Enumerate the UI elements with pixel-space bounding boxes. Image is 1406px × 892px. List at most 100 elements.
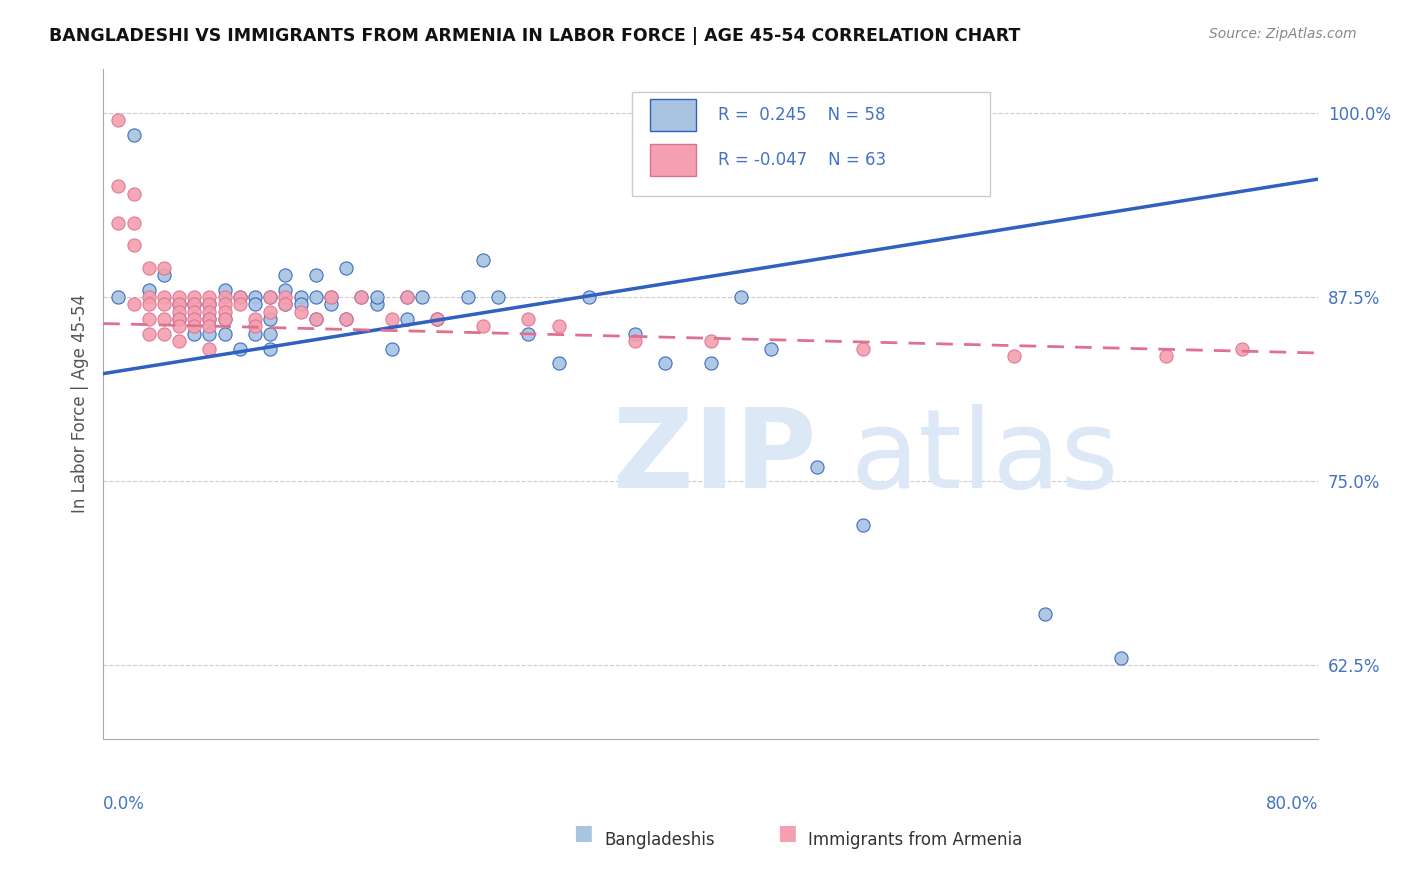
Point: [167, 304, 190, 318]
Point: [730, 290, 752, 304]
Point: [426, 312, 449, 326]
Bar: [650, 144, 696, 176]
Point: [1004, 349, 1026, 363]
Point: [167, 312, 190, 326]
Text: 0.0%: 0.0%: [103, 795, 145, 814]
Point: [471, 253, 494, 268]
Point: [122, 297, 145, 311]
Point: [183, 297, 205, 311]
Point: [1232, 342, 1254, 356]
Point: [335, 312, 357, 326]
Point: [623, 326, 645, 341]
Point: [274, 268, 297, 282]
Point: [335, 260, 357, 275]
Point: [1033, 607, 1056, 621]
Point: [259, 326, 281, 341]
Bar: [650, 99, 696, 131]
Point: [153, 326, 176, 341]
Point: [305, 268, 328, 282]
Point: [335, 312, 357, 326]
Point: [290, 290, 312, 304]
Text: atlas: atlas: [851, 404, 1119, 511]
Point: [381, 342, 404, 356]
Point: [183, 312, 205, 326]
Point: [167, 297, 190, 311]
Point: [138, 260, 160, 275]
Point: [457, 290, 479, 304]
Point: [214, 290, 236, 304]
Y-axis label: In Labor Force | Age 45-54: In Labor Force | Age 45-54: [72, 294, 89, 514]
Point: [350, 290, 373, 304]
Point: [1109, 651, 1132, 665]
Point: [319, 297, 342, 311]
Point: [305, 312, 328, 326]
Point: [319, 290, 342, 304]
Point: [274, 297, 297, 311]
Text: R =  0.245    N = 58: R = 0.245 N = 58: [718, 106, 886, 124]
Point: [198, 304, 221, 318]
Point: [198, 312, 221, 326]
Point: [214, 304, 236, 318]
Point: [426, 312, 449, 326]
Point: [167, 334, 190, 349]
Point: [214, 297, 236, 311]
Point: [138, 290, 160, 304]
Point: [229, 290, 252, 304]
Point: [198, 326, 221, 341]
Point: [305, 312, 328, 326]
Point: [214, 312, 236, 326]
Text: BANGLADESHI VS IMMIGRANTS FROM ARMENIA IN LABOR FORCE | AGE 45-54 CORRELATION CH: BANGLADESHI VS IMMIGRANTS FROM ARMENIA I…: [49, 27, 1021, 45]
Point: [243, 297, 266, 311]
Point: [167, 312, 190, 326]
Point: [153, 297, 176, 311]
Point: [183, 326, 205, 341]
Text: Immigrants from Armenia: Immigrants from Armenia: [808, 831, 1022, 849]
Point: [1156, 349, 1178, 363]
Point: [107, 113, 129, 128]
Point: [243, 290, 266, 304]
Point: [229, 342, 252, 356]
Point: [107, 179, 129, 194]
Point: [122, 238, 145, 252]
Point: [138, 312, 160, 326]
Point: [699, 334, 721, 349]
Point: [654, 356, 676, 370]
Point: [852, 518, 875, 533]
Point: [198, 297, 221, 311]
Point: [153, 312, 176, 326]
Point: [138, 297, 160, 311]
Text: ■: ■: [778, 823, 797, 843]
Point: [547, 319, 569, 334]
Text: 80.0%: 80.0%: [1265, 795, 1319, 814]
Point: [699, 356, 721, 370]
Point: [290, 297, 312, 311]
Point: [305, 290, 328, 304]
Point: [259, 290, 281, 304]
Point: [366, 297, 388, 311]
Point: [243, 326, 266, 341]
Point: [243, 312, 266, 326]
Point: [122, 128, 145, 142]
Point: [198, 319, 221, 334]
Point: [107, 290, 129, 304]
Point: [366, 290, 388, 304]
Point: [229, 290, 252, 304]
Point: [852, 342, 875, 356]
Point: [153, 290, 176, 304]
Point: [517, 326, 540, 341]
Point: [138, 326, 160, 341]
Point: [167, 297, 190, 311]
Text: Bangladeshis: Bangladeshis: [605, 831, 716, 849]
Text: ■: ■: [574, 823, 593, 843]
Point: [259, 342, 281, 356]
Text: R = -0.047    N = 63: R = -0.047 N = 63: [718, 151, 886, 169]
Point: [350, 290, 373, 304]
Point: [122, 216, 145, 230]
Point: [290, 304, 312, 318]
Point: [395, 290, 418, 304]
Point: [138, 283, 160, 297]
Point: [183, 297, 205, 311]
Point: [214, 326, 236, 341]
FancyBboxPatch shape: [631, 92, 990, 196]
Point: [198, 290, 221, 304]
